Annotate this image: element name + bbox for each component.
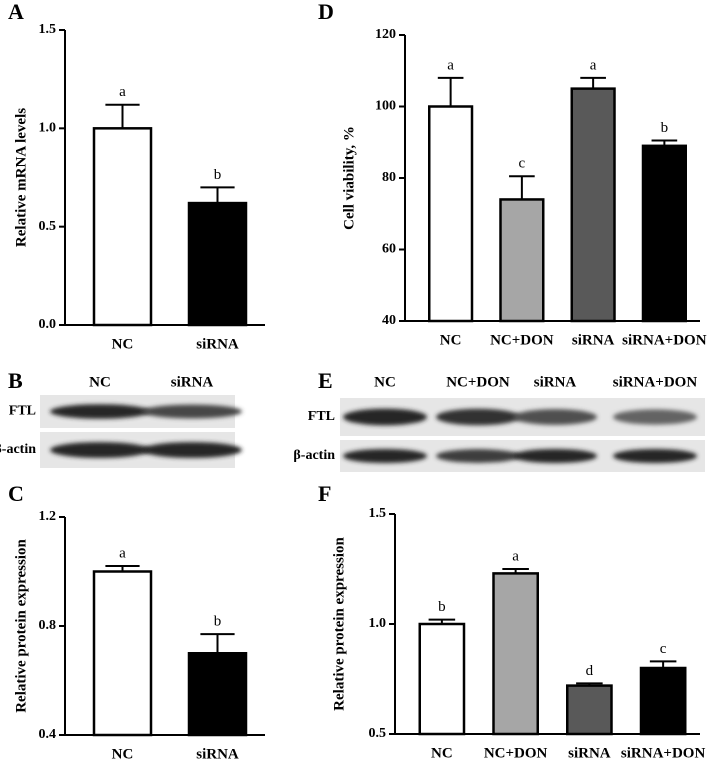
x-tick-label: siRNA bbox=[568, 745, 611, 761]
bar bbox=[92, 570, 153, 737]
panel-label: B bbox=[8, 368, 23, 393]
y-tick-label: 0.4 bbox=[39, 727, 57, 742]
panel-label: A bbox=[8, 0, 24, 24]
x-tick-label: NC bbox=[431, 745, 453, 761]
lane-label: NC+DON bbox=[446, 374, 510, 390]
lane-label: NC bbox=[374, 374, 396, 390]
bar bbox=[641, 144, 687, 323]
blot-band bbox=[436, 449, 520, 463]
blot-band bbox=[613, 448, 697, 464]
y-tick-label: 1.2 bbox=[39, 509, 57, 524]
row-label: FTL bbox=[308, 409, 335, 424]
x-tick-label: siRNA+DON bbox=[621, 745, 706, 761]
significance-letter: c bbox=[519, 156, 526, 172]
blot-band bbox=[142, 404, 242, 419]
y-tick-label: 1.5 bbox=[39, 22, 57, 37]
significance-letter: b bbox=[438, 599, 446, 615]
y-axis-label: Relative mRNA levels bbox=[13, 108, 29, 247]
significance-letter: b bbox=[214, 167, 222, 183]
significance-letter: b bbox=[214, 614, 222, 630]
y-axis-label: Cell viability, % bbox=[341, 126, 357, 230]
blot-band bbox=[50, 442, 150, 458]
bar bbox=[492, 572, 539, 736]
significance-letter: a bbox=[119, 84, 126, 100]
significance-letter: c bbox=[660, 641, 667, 657]
lane-label: siRNA bbox=[534, 374, 577, 390]
lane-label: NC bbox=[89, 374, 111, 390]
panel-label: F bbox=[318, 481, 331, 506]
blot-band bbox=[142, 442, 242, 458]
x-tick-label: siRNA bbox=[196, 336, 239, 352]
y-tick-label: 40 bbox=[382, 313, 396, 328]
lane-label: siRNA+DON bbox=[613, 374, 698, 390]
significance-letter: a bbox=[512, 548, 519, 564]
blot-band bbox=[436, 408, 520, 426]
bar bbox=[570, 87, 616, 323]
y-tick-label: 1.5 bbox=[369, 506, 387, 521]
bar bbox=[187, 652, 248, 737]
bar bbox=[639, 666, 687, 736]
bar bbox=[566, 684, 613, 736]
significance-letter: a bbox=[119, 545, 126, 561]
y-axis-label: Relative protein expression bbox=[331, 537, 347, 711]
y-tick-label: 0.5 bbox=[39, 219, 57, 234]
y-tick-label: 0.8 bbox=[39, 618, 57, 633]
x-tick-label: siRNA bbox=[572, 332, 615, 348]
y-tick-label: 1.0 bbox=[39, 121, 57, 136]
y-tick-label: 0.0 bbox=[39, 317, 57, 332]
blot-band bbox=[343, 408, 427, 426]
blot-band bbox=[513, 409, 597, 425]
y-axis-label: Relative protein expression bbox=[13, 539, 29, 713]
y-tick-label: 0.5 bbox=[369, 726, 387, 741]
bar bbox=[499, 198, 545, 323]
significance-letter: b bbox=[661, 120, 669, 136]
x-tick-label: NC bbox=[440, 332, 462, 348]
blot-band bbox=[343, 448, 427, 464]
y-tick-label: 80 bbox=[382, 170, 396, 185]
significance-letter: a bbox=[590, 57, 597, 73]
y-tick-label: 100 bbox=[375, 99, 396, 114]
panel-label: C bbox=[8, 481, 24, 506]
x-tick-label: NC+DON bbox=[484, 745, 548, 761]
x-tick-label: siRNA+DON bbox=[622, 332, 707, 348]
panel-label: E bbox=[318, 368, 333, 393]
bar bbox=[428, 105, 474, 323]
lane-label: siRNA bbox=[171, 374, 214, 390]
row-label: FTL bbox=[9, 404, 36, 419]
panel-label: D bbox=[318, 0, 334, 24]
x-tick-label: NC+DON bbox=[490, 332, 554, 348]
significance-letter: d bbox=[586, 663, 594, 679]
row-label: β-actin bbox=[0, 442, 36, 457]
x-tick-label: siRNA bbox=[196, 746, 239, 762]
y-tick-label: 120 bbox=[375, 27, 396, 42]
bar bbox=[92, 127, 153, 327]
significance-letter: a bbox=[447, 57, 454, 73]
blot-band bbox=[613, 409, 697, 425]
y-tick-label: 60 bbox=[382, 242, 396, 257]
bar bbox=[187, 201, 248, 327]
x-tick-label: NC bbox=[112, 336, 134, 352]
blot-band bbox=[50, 404, 150, 419]
blot-band bbox=[513, 448, 597, 464]
x-tick-label: NC bbox=[112, 746, 134, 762]
row-label: β-actin bbox=[293, 448, 335, 463]
y-tick-label: 1.0 bbox=[369, 616, 387, 631]
bar bbox=[418, 622, 466, 736]
